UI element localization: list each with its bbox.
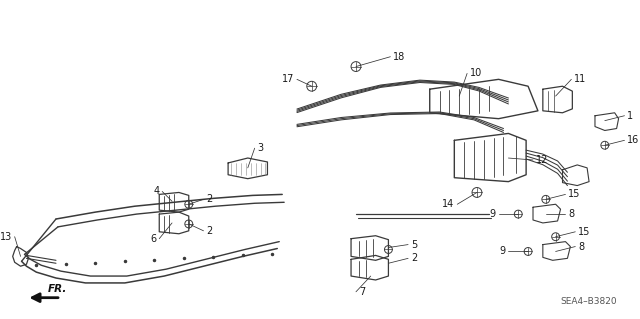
Text: 9: 9 (490, 209, 495, 219)
Text: 17: 17 (282, 74, 294, 84)
Text: 1: 1 (627, 111, 634, 121)
Text: 4: 4 (153, 187, 159, 197)
Text: 8: 8 (568, 209, 575, 219)
Text: 13: 13 (0, 232, 12, 242)
Text: 7: 7 (359, 287, 365, 297)
Text: 15: 15 (568, 189, 580, 199)
Text: 10: 10 (470, 69, 483, 78)
Text: 15: 15 (579, 227, 591, 237)
Text: 11: 11 (574, 74, 587, 84)
Text: 8: 8 (579, 241, 584, 252)
Text: 5: 5 (411, 240, 417, 249)
Text: 3: 3 (258, 143, 264, 153)
Text: 2: 2 (207, 226, 212, 236)
Text: 9: 9 (499, 247, 506, 256)
Text: 2: 2 (207, 194, 212, 204)
Text: 18: 18 (394, 52, 406, 62)
Text: 16: 16 (627, 135, 639, 145)
Text: 14: 14 (442, 199, 454, 209)
Text: FR.: FR. (48, 284, 67, 294)
Text: SEA4–B3820: SEA4–B3820 (560, 297, 616, 306)
Text: 2: 2 (411, 253, 417, 263)
Text: 12: 12 (536, 155, 548, 165)
Text: 6: 6 (150, 234, 156, 244)
